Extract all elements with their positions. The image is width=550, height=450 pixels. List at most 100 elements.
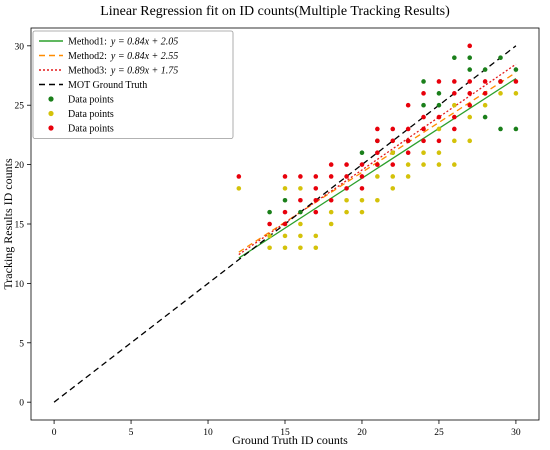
data-point-series-3 xyxy=(313,174,319,179)
data-point-series-3 xyxy=(375,162,380,167)
data-point-series-2 xyxy=(436,126,442,132)
data-point-series-2 xyxy=(236,186,242,191)
data-point-series-1 xyxy=(467,55,473,60)
x-tick-label: 0 xyxy=(52,428,57,438)
legend-equation-2: y = 0.84x + 2.55 xyxy=(110,51,178,62)
data-point-series-3 xyxy=(282,174,288,179)
legend-label-line-3: Method3: xyxy=(68,66,107,77)
legend-label-line-2: Method2: xyxy=(68,51,107,62)
legend-equation-3: y = 0.89x + 1.75 xyxy=(110,66,178,77)
data-point-series-2 xyxy=(298,186,303,191)
data-point-series-1 xyxy=(359,150,365,156)
data-point-series-3 xyxy=(482,91,488,96)
data-point-series-3 xyxy=(421,114,426,120)
data-point-series-3 xyxy=(405,138,411,144)
data-point-series-3 xyxy=(390,126,396,132)
data-point-series-3 xyxy=(498,79,503,84)
data-point-series-3 xyxy=(344,186,349,191)
data-point-series-2 xyxy=(436,150,442,156)
legend-label-points-2: Data points xyxy=(68,109,114,120)
data-point-series-3 xyxy=(467,79,473,84)
data-point-series-2 xyxy=(498,91,503,96)
data-point-series-2 xyxy=(267,233,272,239)
data-point-series-3 xyxy=(436,114,442,120)
data-point-series-3 xyxy=(267,221,272,227)
data-point-series-3 xyxy=(452,126,457,132)
data-point-series-3 xyxy=(298,174,303,179)
data-point-series-2 xyxy=(467,138,473,144)
y-tick-label: 30 xyxy=(15,42,25,52)
data-point-series-1 xyxy=(282,197,288,203)
data-point-series-2 xyxy=(513,91,519,96)
data-point-series-2 xyxy=(282,245,288,251)
legend-equation-1: y = 0.84x + 2.05 xyxy=(110,37,178,48)
data-point-series-3 xyxy=(236,174,242,179)
data-point-series-1 xyxy=(482,114,488,120)
x-tick-label: 30 xyxy=(511,428,521,438)
data-point-series-3 xyxy=(405,102,411,108)
data-point-series-3 xyxy=(298,197,303,203)
x-tick-label: 10 xyxy=(203,428,213,438)
data-point-series-3 xyxy=(282,221,288,227)
y-tick-label: 20 xyxy=(15,161,25,171)
legend-label-line-4: MOT Ground Truth xyxy=(68,80,147,91)
data-point-series-3 xyxy=(344,162,349,167)
data-point-series-2 xyxy=(375,174,380,179)
data-point-series-1 xyxy=(498,55,503,60)
data-point-series-1 xyxy=(513,67,519,72)
y-axis-label: Tracking Results ID counts xyxy=(1,158,15,290)
data-point-series-3 xyxy=(313,209,319,215)
legend-label-points-1: Data points xyxy=(68,95,114,106)
data-point-series-2 xyxy=(282,186,288,191)
data-point-series-2 xyxy=(375,197,380,203)
data-point-series-2 xyxy=(328,221,334,227)
data-point-series-3 xyxy=(313,186,319,191)
data-point-series-1 xyxy=(513,126,519,132)
data-point-series-3 xyxy=(421,138,426,144)
y-tick-label: 5 xyxy=(19,339,24,349)
y-tick-label: 25 xyxy=(15,102,25,112)
data-point-series-1 xyxy=(436,102,442,108)
data-point-series-3 xyxy=(359,174,365,179)
data-point-series-2 xyxy=(467,114,473,120)
data-point-series-2 xyxy=(267,245,272,251)
data-point-series-1 xyxy=(436,91,442,96)
data-point-series-3 xyxy=(282,209,288,215)
data-point-series-3 xyxy=(436,79,442,84)
y-tick-label: 10 xyxy=(15,280,25,290)
data-point-series-3 xyxy=(436,138,442,144)
data-point-series-2 xyxy=(405,174,411,179)
data-point-series-2 xyxy=(452,138,457,144)
data-point-series-3 xyxy=(421,91,426,96)
data-point-series-3 xyxy=(421,126,426,132)
data-point-series-1 xyxy=(482,67,488,72)
data-point-series-3 xyxy=(313,197,319,203)
data-point-series-1 xyxy=(467,67,473,72)
legend-point-swatch-3 xyxy=(48,125,54,131)
data-point-series-2 xyxy=(436,162,442,167)
data-point-series-2 xyxy=(405,162,411,167)
data-point-series-3 xyxy=(375,150,380,156)
data-point-series-3 xyxy=(452,91,457,96)
y-tick-label: 0 xyxy=(19,399,24,409)
legend-label-points-3: Data points xyxy=(68,124,114,135)
x-tick-label: 25 xyxy=(434,428,444,438)
data-point-series-3 xyxy=(328,174,334,179)
data-point-series-3 xyxy=(375,126,380,132)
data-point-series-3 xyxy=(359,186,365,191)
data-point-series-2 xyxy=(298,221,303,227)
data-point-series-2 xyxy=(359,197,365,203)
data-point-series-2 xyxy=(282,233,288,239)
data-point-series-2 xyxy=(452,102,457,108)
data-point-series-2 xyxy=(328,209,334,215)
data-point-series-2 xyxy=(390,150,396,156)
chart-title: Linear Regression fit on ID counts(Multi… xyxy=(100,4,450,19)
data-point-series-2 xyxy=(313,245,319,251)
data-point-series-2 xyxy=(390,186,396,191)
axis-ticks: 0 5 10 15 20 25 30 0 5 10 15 20 25 30 xyxy=(15,42,521,438)
x-tick-label: 20 xyxy=(357,428,367,438)
data-point-series-1 xyxy=(421,79,426,84)
data-point-series-2 xyxy=(298,233,303,239)
